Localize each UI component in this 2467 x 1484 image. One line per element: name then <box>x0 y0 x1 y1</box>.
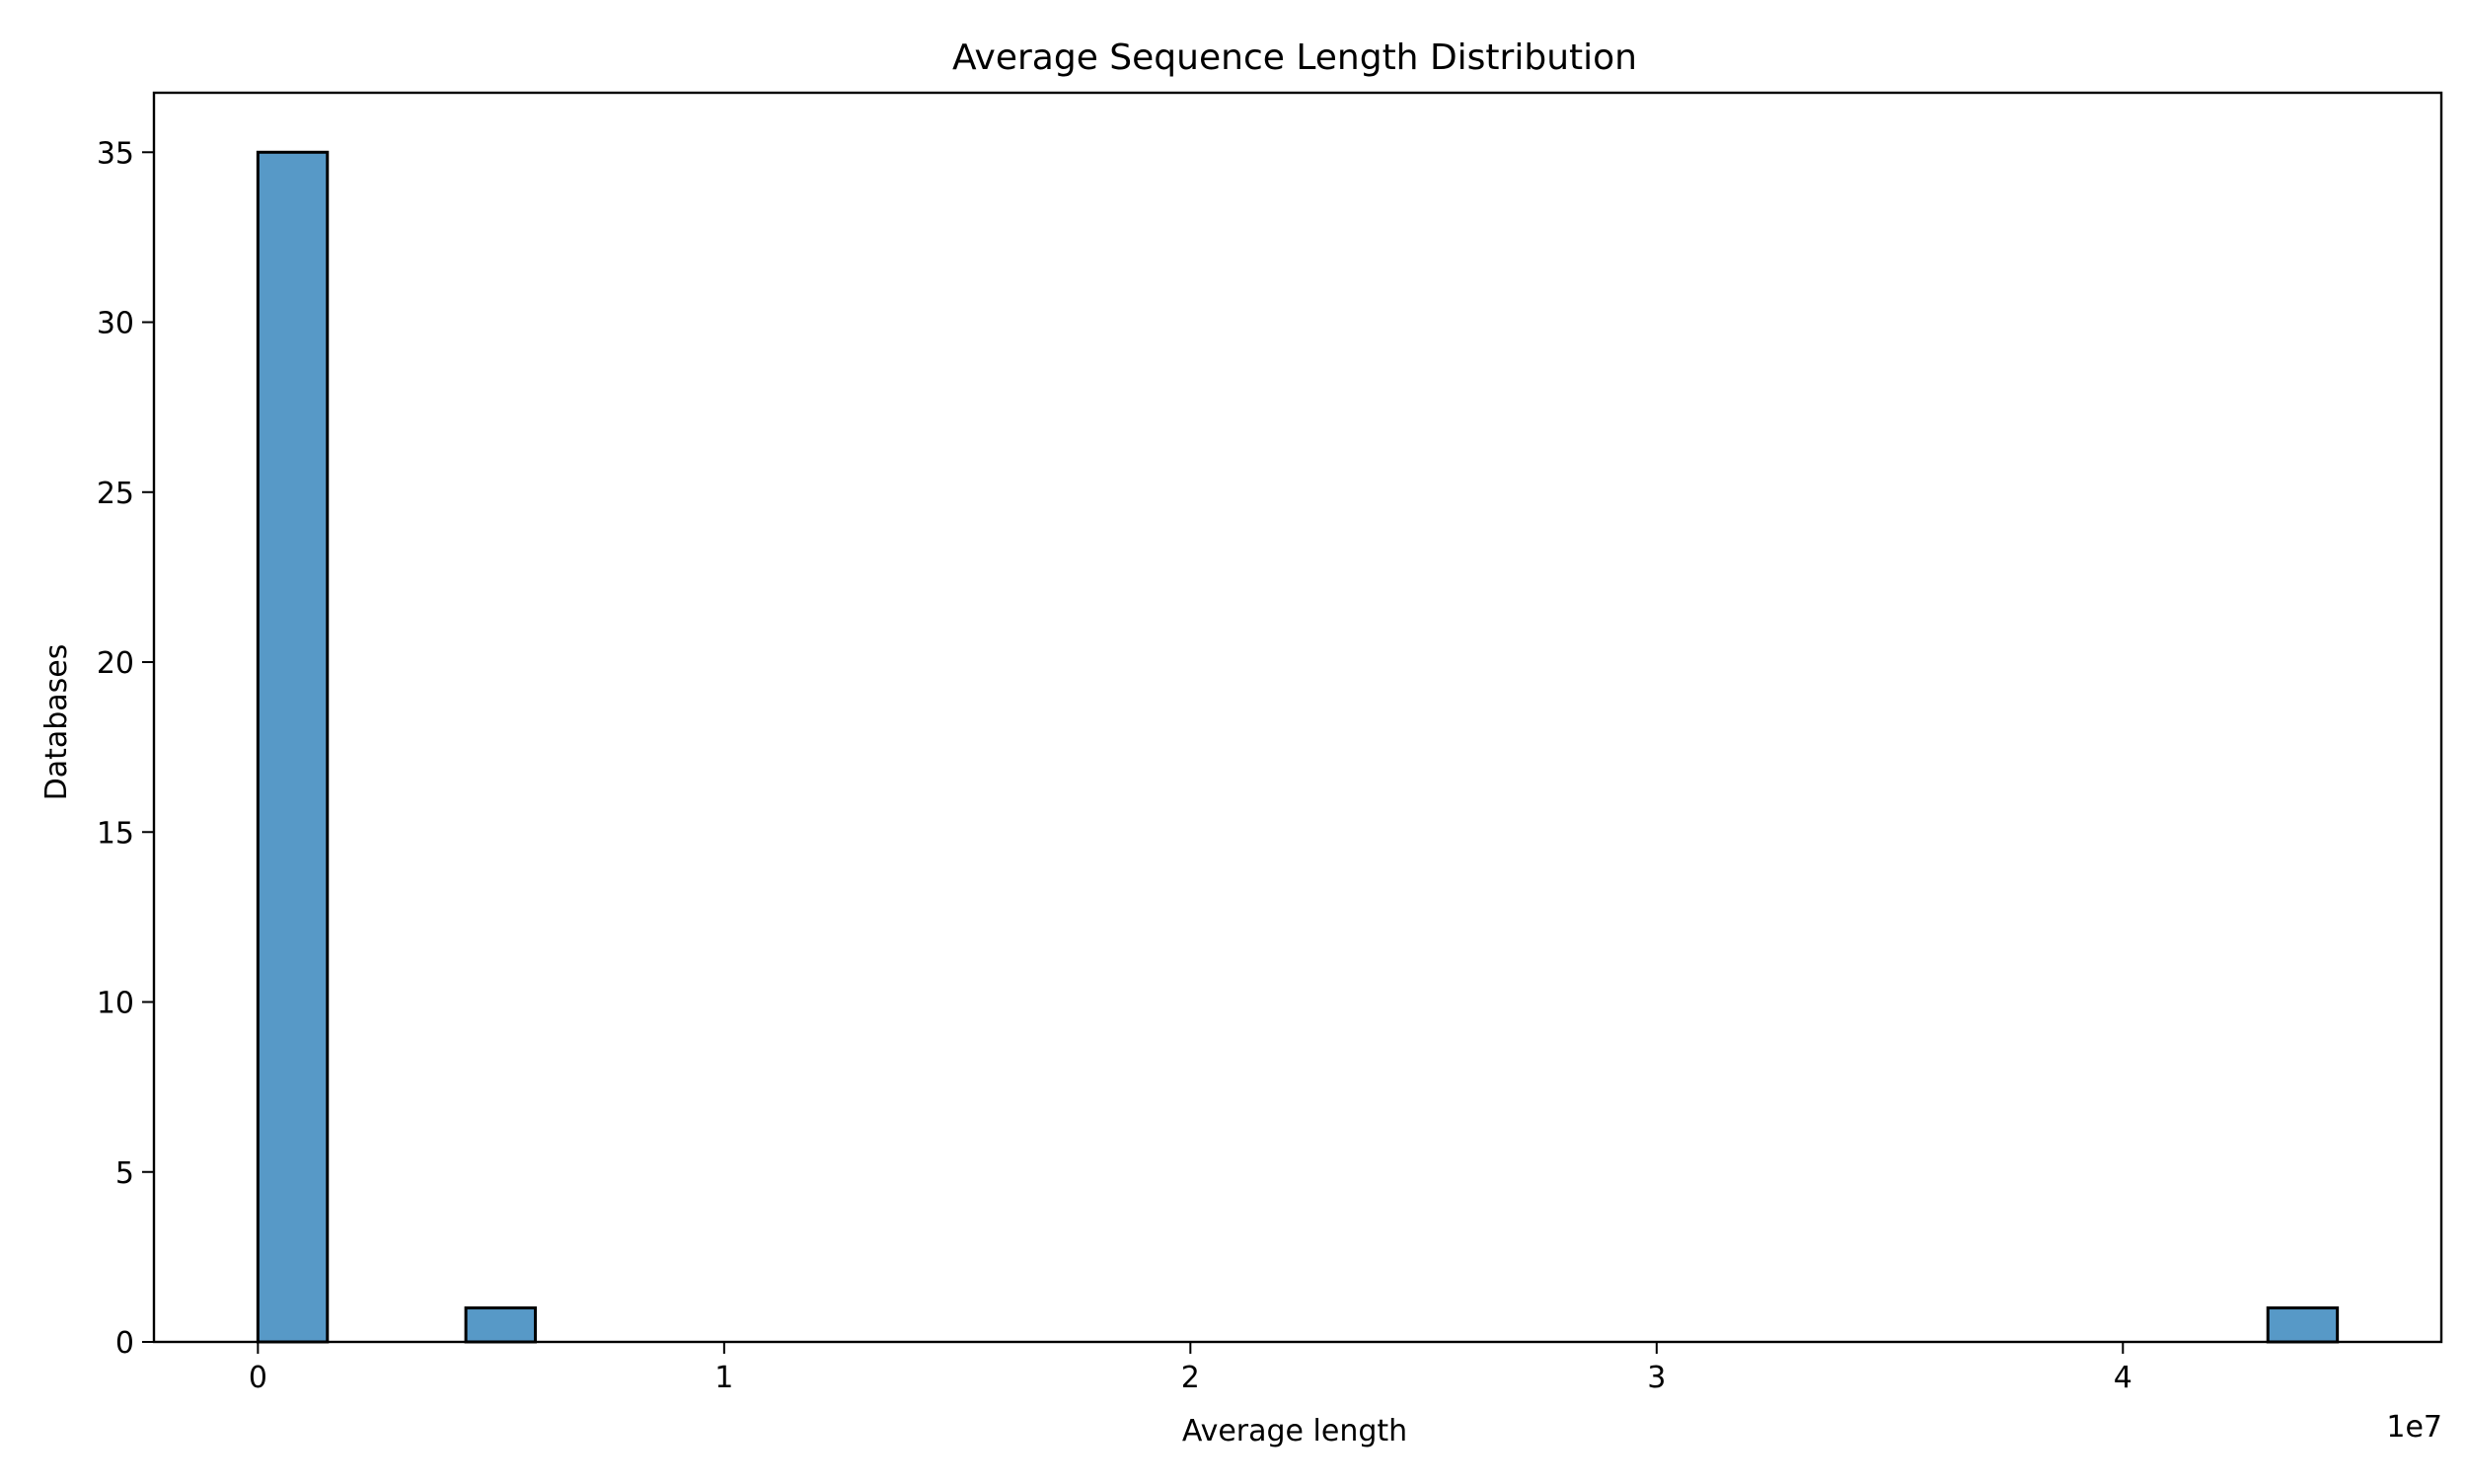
histogram-bar-1 <box>464 1306 537 1344</box>
y-tick-label-0: 0 <box>115 1326 134 1361</box>
x-tick-label-2: 2 <box>1181 1361 1200 1395</box>
x-tick-label-0: 0 <box>249 1361 267 1395</box>
histogram-bar-2 <box>2266 1306 2340 1344</box>
y-tick-label-3: 15 <box>97 816 134 851</box>
x-tick-label-1: 1 <box>714 1361 733 1395</box>
bars-group <box>256 150 2340 1344</box>
histogram-bar-0 <box>256 150 330 1344</box>
y-axis-ticks: 0 5 10 15 20 25 30 35 <box>97 136 154 1361</box>
y-tick-label-5: 25 <box>97 477 134 511</box>
y-tick-label-6: 30 <box>97 307 134 341</box>
y-tick-label-7: 35 <box>97 136 134 171</box>
y-axis-label: Databases <box>39 644 74 801</box>
x-tick-label-3: 3 <box>1647 1361 1666 1395</box>
x-axis-ticks: 0 1 2 3 4 <box>249 1342 2132 1395</box>
y-tick-label-2: 10 <box>97 987 134 1021</box>
chart-title: Average Sequence Length Distribution <box>952 37 1637 78</box>
y-tick-label-1: 5 <box>115 1156 134 1191</box>
plot-frame <box>152 91 2443 1344</box>
x-tick-label-4: 4 <box>2114 1361 2132 1395</box>
y-tick-label-4: 20 <box>97 646 134 681</box>
x-axis-offset-text: 1e7 <box>2386 1410 2442 1445</box>
x-axis-label: Average length <box>1182 1414 1407 1448</box>
